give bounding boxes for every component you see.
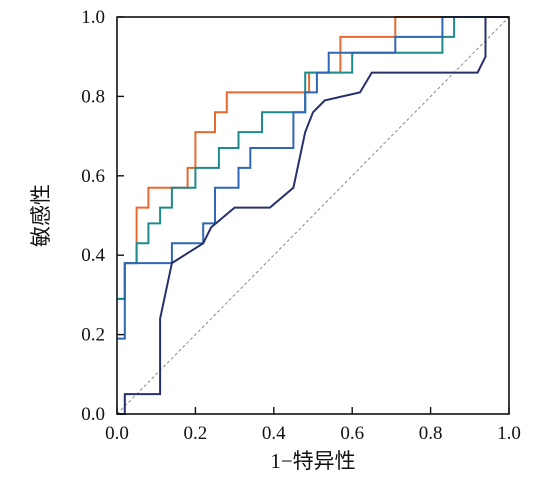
x-axis-title: 1−特异性: [270, 449, 355, 473]
x-tick-label: 0.8: [419, 423, 443, 444]
x-tick-label: 0.2: [184, 423, 208, 444]
roc-series-line-2: [117, 16, 486, 300]
y-tick-label: 0.0: [81, 404, 105, 425]
roc-series-line-4: [117, 16, 509, 415]
y-tick-label: 0.6: [81, 166, 105, 187]
roc-series-line-1: [117, 16, 486, 300]
series-layer: [116, 16, 510, 415]
y-tick-label: 0.4: [81, 245, 105, 266]
y-axis-title: 敏感性: [29, 184, 53, 247]
x-tick-label: 0.4: [262, 423, 286, 444]
x-tick-label: 0.0: [105, 423, 129, 444]
ticks-layer: 0.0 0.2 0.4 0.6 0.8 1.0 0.0 0.2 0.4 0.6 0.8 1.0: [81, 7, 521, 444]
reference-diagonal-line: [116, 16, 510, 415]
x-tick-label: 1.0: [497, 423, 521, 444]
y-tick-label: 0.2: [81, 325, 105, 346]
y-tick-label: 0.8: [81, 86, 105, 107]
plot-frame: [116, 16, 510, 415]
x-tick-label: 0.6: [340, 423, 364, 444]
y-tick-label: 1.0: [81, 7, 105, 28]
roc-series-line-3: [117, 16, 486, 340]
